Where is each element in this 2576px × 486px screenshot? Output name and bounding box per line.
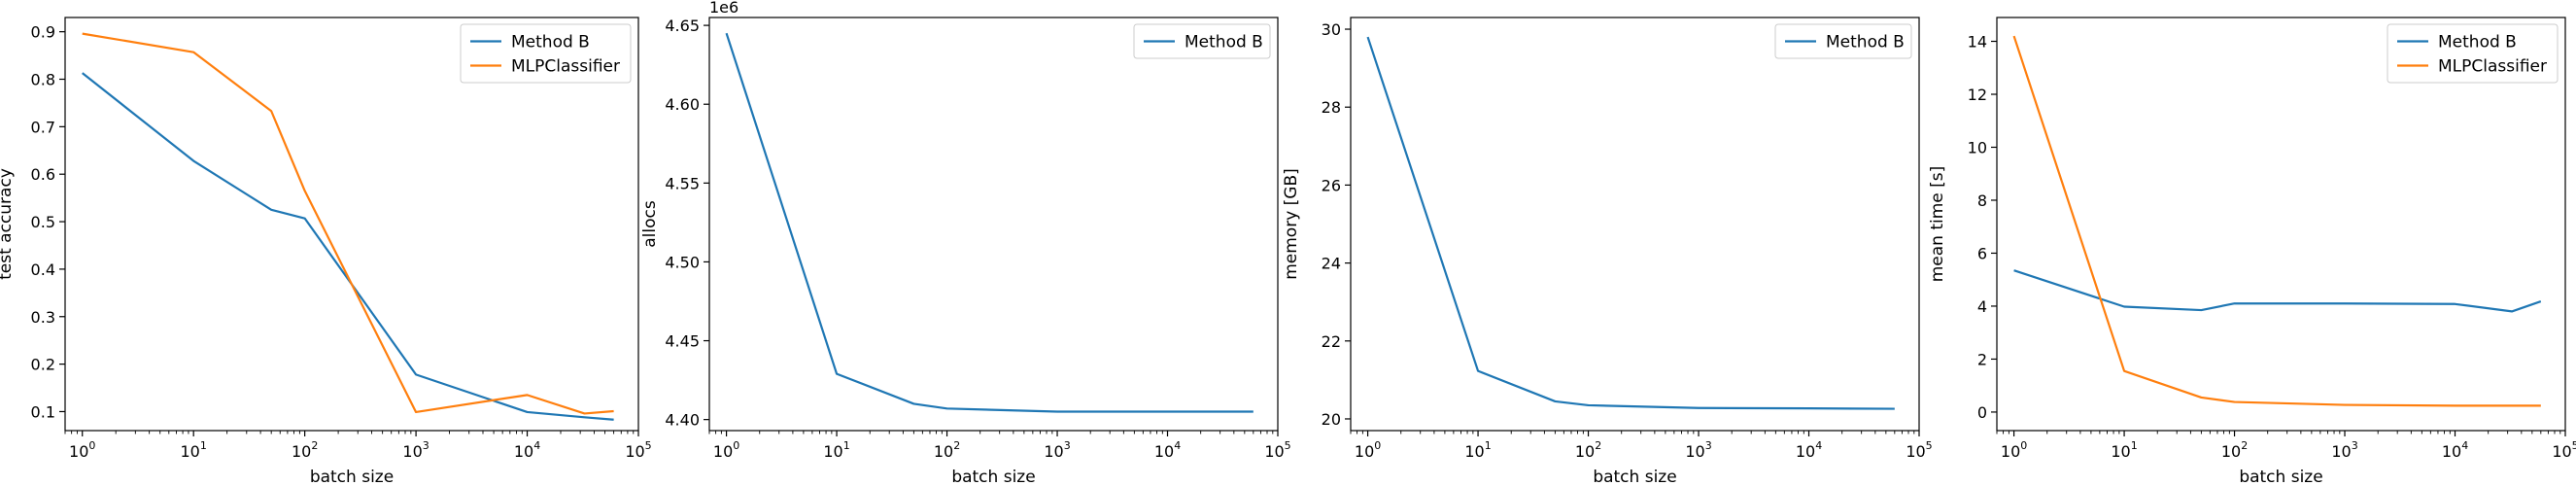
x-tick-label: 105: [625, 439, 651, 461]
plot-frame: [1996, 17, 2566, 432]
x-axis-label: batch size: [310, 468, 394, 486]
legend-entry: Method B: [1185, 33, 1263, 52]
x-tick-label: 100: [2001, 439, 2027, 461]
y-tick-label: 4.60: [665, 95, 700, 114]
y-tick-label: 4.40: [665, 411, 700, 430]
x-tick-label: 103: [1685, 439, 1711, 461]
legend-box: [460, 23, 632, 84]
y-tick-label: 4: [1977, 297, 1987, 316]
y-tick-label: 0.8: [31, 71, 55, 89]
y-tick-label: 0.1: [31, 402, 55, 421]
x-tick-label: 103: [1044, 439, 1070, 461]
y-tick-label: 8: [1977, 191, 1987, 210]
x-tick-label: 100: [69, 439, 95, 461]
y-tick-label: 0.7: [31, 118, 55, 136]
y-tick-label: 0.5: [31, 213, 55, 231]
y-tick-label: 14: [1968, 33, 1987, 52]
y-tick-label: 4.45: [665, 332, 700, 351]
x-tick-label: 104: [514, 439, 540, 461]
x-axis-label: batch size: [951, 468, 1035, 486]
y-tick-label: 0.6: [31, 165, 55, 184]
legend-box: [2387, 23, 2559, 84]
y-axis-label: test accuracy: [0, 168, 16, 280]
y-tick-label: 10: [1968, 138, 1987, 156]
plot-frame: [708, 17, 1279, 432]
legend: Method B: [1133, 23, 1271, 59]
legend-entry: Method B: [1826, 33, 1905, 52]
y-tick-label: 4.65: [665, 17, 700, 35]
x-tick-label: 104: [2442, 439, 2468, 461]
y-axis-label: mean time [s]: [1928, 166, 1947, 283]
x-tick-label: 102: [934, 439, 960, 461]
x-tick-label: 104: [1154, 439, 1181, 461]
x-tick-label: 100: [713, 439, 739, 461]
x-tick-label: 102: [2221, 439, 2248, 461]
x-tick-label: 105: [1906, 439, 1932, 461]
x-tick-label: 104: [1796, 439, 1822, 461]
x-tick-label: 103: [2331, 439, 2357, 461]
x-axis-label: batch size: [1593, 468, 1676, 486]
x-tick-label: 101: [1464, 439, 1491, 461]
legend-box: [1133, 23, 1271, 59]
x-tick-label: 105: [2552, 439, 2576, 461]
plot-frame: [64, 17, 639, 432]
chart-panel-3: 100 101 102 103 104 105 20 22 24 26 28 30 batch size…: [1282, 17, 1933, 486]
y-tick-label: 28: [1322, 98, 1341, 117]
x-tick-label: 102: [292, 439, 318, 461]
y-tick-label: 0.9: [31, 23, 55, 42]
y-tick-label: 30: [1322, 20, 1341, 39]
x-tick-label: 101: [181, 439, 207, 461]
y-tick-label: 22: [1322, 332, 1341, 351]
x-tick-label: 105: [1264, 439, 1290, 461]
y-tick-label: 24: [1322, 255, 1341, 273]
series-line-1: [725, 32, 1254, 413]
x-tick-label: 100: [1355, 439, 1381, 461]
y-tick-label: 4.50: [665, 253, 700, 271]
chart-panel-4: 100 101 102 103 104 105 0 2 4 6 8 10 12 14 batch size m…: [1928, 17, 2576, 486]
series-line-1: [1366, 36, 1895, 410]
y-tick-label: 0.3: [31, 308, 55, 327]
y-tick-label: 0.2: [31, 356, 55, 374]
x-axis-label: batch size: [2239, 468, 2322, 486]
legend-entry: Method B: [2438, 33, 2517, 52]
series-line-2: [2012, 35, 2541, 407]
x-tick-label: 102: [1575, 439, 1601, 461]
y-tick-label: 0.4: [31, 260, 55, 279]
x-tick-label: 103: [402, 439, 429, 461]
chart-panel-1: 100 101 102 103 104 105 0.1 0.2 0.3 0.4 0.5 0.6 0.7 0…: [0, 17, 652, 486]
legend-entry: Method B: [511, 33, 590, 52]
y-offset-text: 1e6: [709, 0, 738, 17]
chart-panel-2: 100 101 102 103 104 105 4.40 4.45 4.50 4.55 4.60 4.…: [640, 0, 1291, 486]
y-tick-label: 26: [1322, 176, 1341, 194]
legend-box: [1774, 23, 1912, 59]
y-tick-label: 20: [1322, 410, 1341, 429]
plot-frame: [1350, 17, 1920, 432]
x-tick-label: 101: [2111, 439, 2137, 461]
legend: Method B: [1774, 23, 1912, 59]
y-axis-label: memory [GB]: [1282, 168, 1301, 280]
y-axis-label: allocs: [640, 200, 660, 248]
x-tick-label: 101: [823, 439, 849, 461]
legend-entry: MLPClassifier: [511, 57, 620, 77]
y-tick-label: 4.55: [665, 174, 700, 192]
legend: Method B MLPClassifier: [460, 23, 632, 84]
y-tick-label: 2: [1977, 350, 1987, 368]
legend: Method B MLPClassifier: [2387, 23, 2559, 84]
series-line-1: [2013, 269, 2542, 313]
y-tick-label: 0: [1977, 403, 1987, 422]
series-line-1: [82, 72, 614, 421]
y-tick-label: 12: [1968, 86, 1987, 104]
legend-entry: MLPClassifier: [2438, 57, 2547, 77]
y-tick-label: 6: [1977, 244, 1987, 262]
series-line-2: [82, 32, 614, 415]
